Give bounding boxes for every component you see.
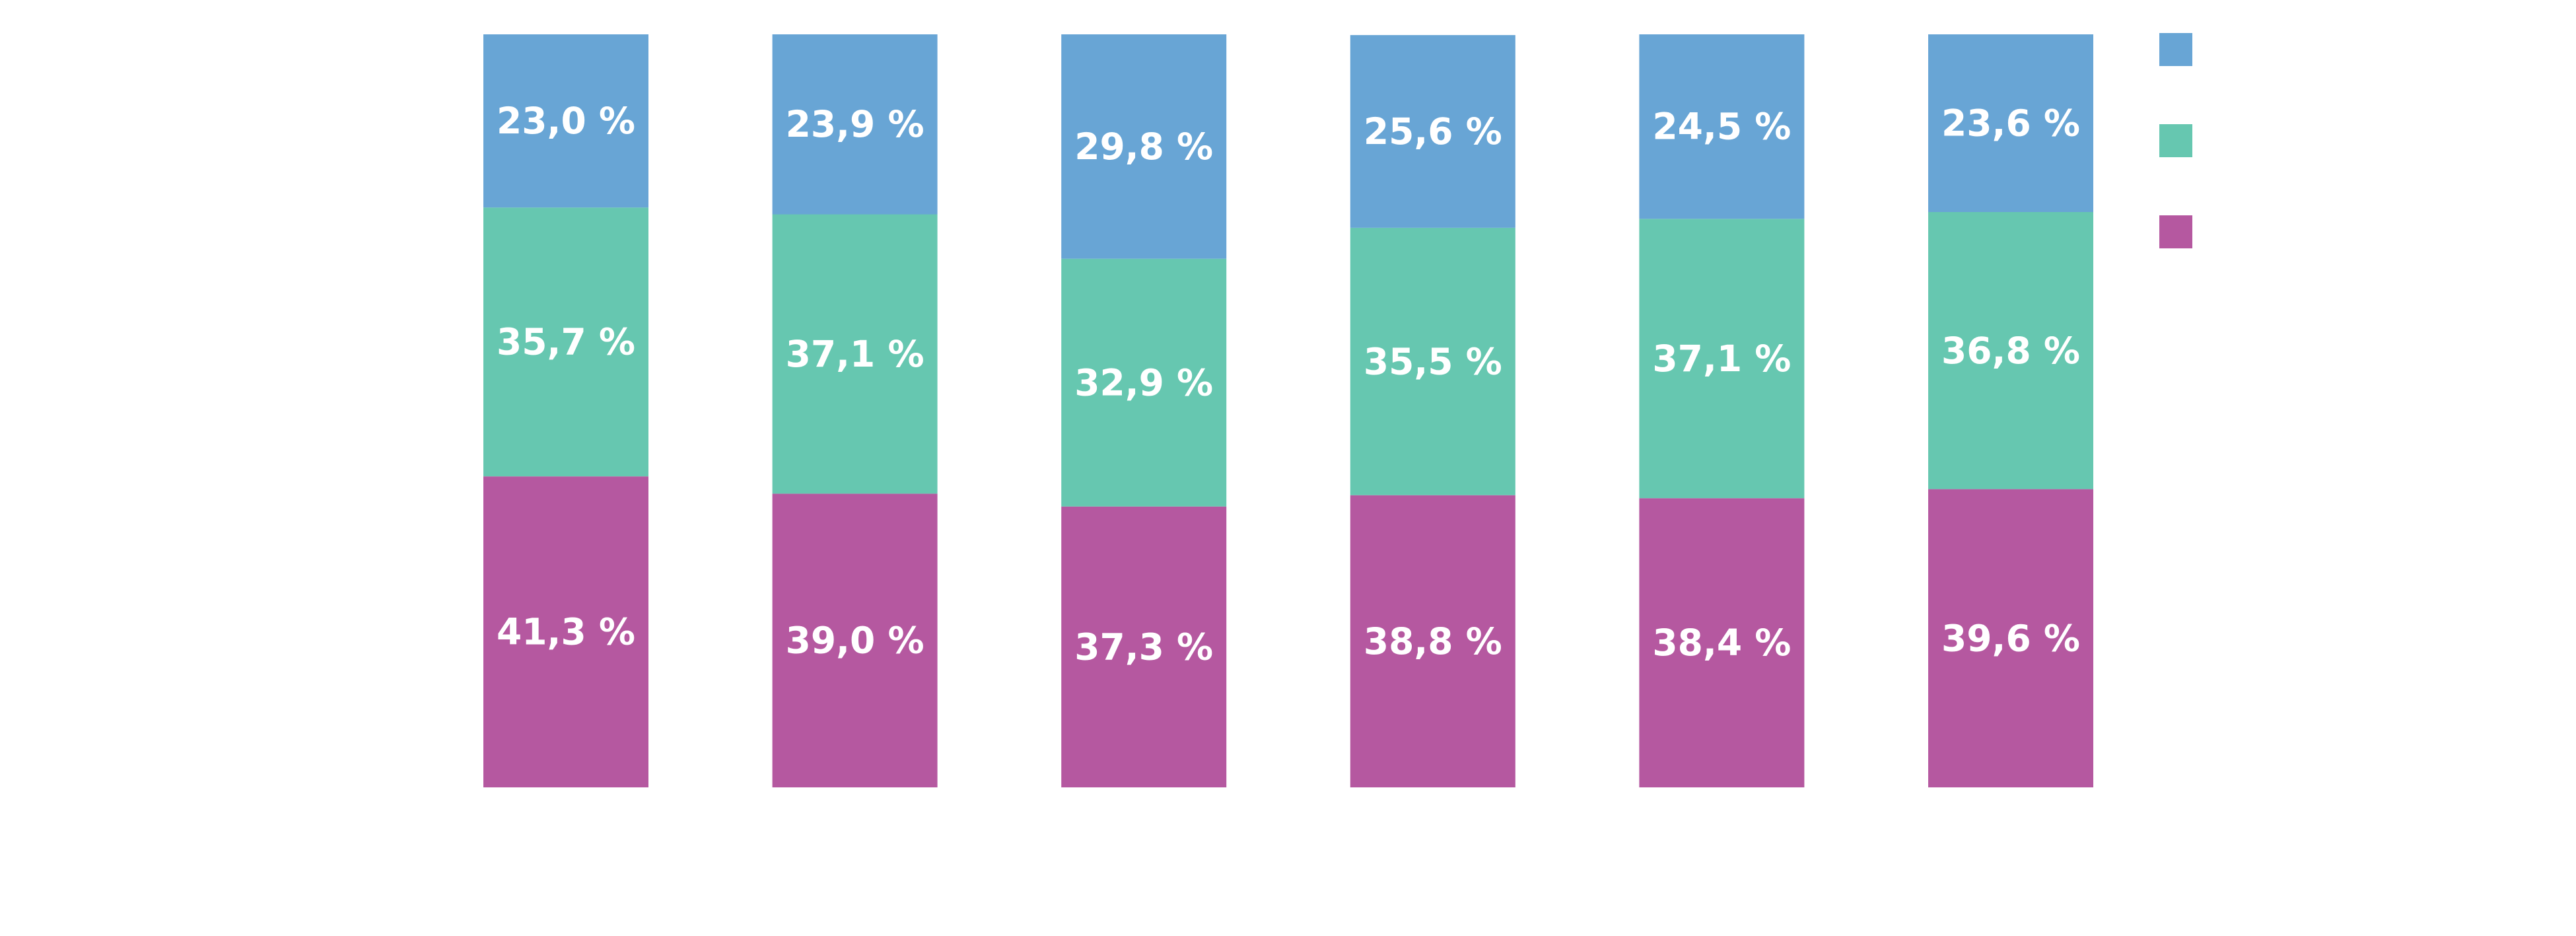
bar-segment — [1928, 34, 2093, 212]
data-label: 32,9 % — [1074, 361, 1213, 404]
data-label: 23,6 % — [1941, 102, 2080, 145]
legend-swatch — [2159, 124, 2192, 157]
data-label: 36,8 % — [1941, 330, 2080, 372]
data-label: 37,1 % — [1652, 338, 1791, 380]
data-label: 38,4 % — [1652, 622, 1791, 664]
bar-segment — [772, 493, 938, 787]
data-label: 39,0 % — [786, 620, 924, 662]
bar-segment — [483, 207, 648, 477]
data-label: 29,8 % — [1074, 126, 1213, 168]
data-label: 37,3 % — [1074, 626, 1213, 668]
bar-segment — [1350, 495, 1515, 787]
data-label: 24,5 % — [1652, 106, 1791, 148]
data-label: 23,0 % — [497, 100, 635, 142]
bar-segment — [1061, 258, 1227, 507]
bar-segment — [1639, 219, 1805, 499]
bar-segment — [1928, 489, 2093, 787]
data-label: 37,1 % — [786, 333, 924, 375]
bar-segment — [1061, 506, 1227, 787]
bar-segment — [483, 476, 648, 787]
bar-segment — [1639, 34, 1805, 219]
bar-segment — [1061, 34, 1227, 259]
legend — [2159, 33, 2192, 248]
data-label: 35,5 % — [1364, 340, 1502, 382]
legend-swatch — [2159, 215, 2192, 248]
bars-group: 41,3 % 35,7 % 23,0 % 39,0 % 37,1 % 23,9 % 37,3… — [483, 34, 2093, 787]
bar-segment — [772, 34, 938, 215]
data-label: 41,3 % — [497, 611, 635, 653]
bar-segment — [1350, 35, 1515, 228]
bar-segment — [772, 214, 938, 494]
bar-segment — [1928, 212, 2093, 489]
data-label: 35,7 % — [497, 321, 635, 363]
legend-swatch — [2159, 33, 2192, 66]
data-label: 25,6 % — [1364, 110, 1502, 153]
bar-segment — [1350, 228, 1515, 495]
bar-segment — [483, 34, 648, 208]
data-label: 39,6 % — [1941, 617, 2080, 659]
data-label: 23,9 % — [786, 103, 924, 145]
bar-segment — [1639, 498, 1805, 787]
data-label: 38,8 % — [1364, 620, 1502, 663]
